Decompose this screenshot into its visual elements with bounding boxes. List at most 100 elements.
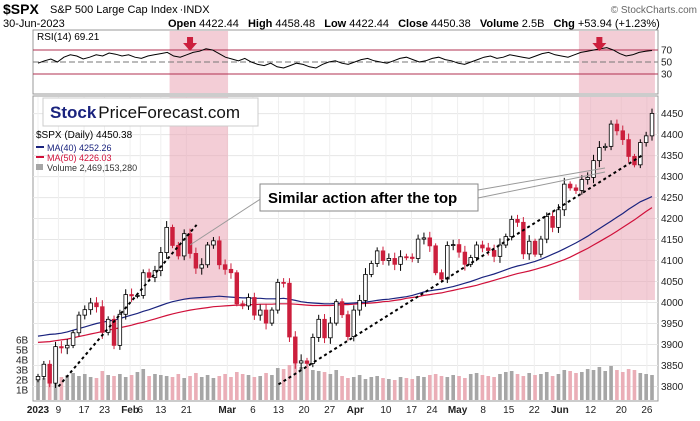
candle-down-body: [187, 233, 193, 254]
candle-up-body: [316, 318, 321, 338]
candle-up-body: [468, 257, 473, 265]
candle-down-body: [433, 245, 438, 274]
candle-up-body: [257, 309, 263, 316]
volume-bar: [433, 374, 438, 400]
candle: [585, 172, 590, 185]
candle: [100, 300, 105, 339]
volume-bar: [644, 374, 648, 400]
volume-bar: [235, 372, 239, 400]
candle-up-body: [88, 302, 93, 311]
volume-bar: [363, 379, 368, 400]
candle-down-body: [380, 250, 386, 261]
watermark: Stock PriceForecast.com: [42, 97, 259, 127]
candle: [603, 143, 608, 151]
time-tick-label: May: [448, 405, 468, 416]
callout-leader-right2: [477, 171, 606, 199]
candle-down-body: [94, 302, 99, 308]
volume-bar: [650, 375, 654, 400]
candle: [649, 108, 655, 141]
time-tick-label: 27: [324, 405, 336, 416]
time-tick-label: 13: [155, 405, 167, 416]
volume-bar: [568, 371, 572, 400]
time-tick-label: 6: [250, 405, 256, 416]
time-tick-label: 26: [641, 405, 653, 416]
candle: [199, 258, 204, 275]
candle: [275, 278, 280, 314]
time-tick-label: 9: [56, 405, 62, 416]
candle-down-body: [427, 237, 433, 247]
legend-volume: Volume 2,469,153,280: [47, 163, 137, 173]
volume-bar: [638, 373, 643, 400]
candle: [35, 373, 41, 383]
volume-bar: [544, 372, 549, 400]
volume-bar: [398, 377, 403, 400]
candle: [310, 333, 316, 368]
candle: [567, 181, 573, 191]
candle-down-body: [304, 360, 310, 364]
candle: [562, 177, 567, 217]
volume-bar: [229, 377, 233, 400]
candle-up-body: [199, 264, 204, 269]
price-tick-label: 4350: [661, 151, 684, 162]
candle: [334, 299, 339, 326]
candle-up-body: [585, 177, 590, 180]
candle-up-body: [269, 309, 275, 324]
candle: [322, 314, 327, 344]
volume-bar: [392, 380, 397, 400]
volume-bar: [620, 372, 625, 400]
candle-up-body: [509, 218, 514, 238]
time-tick-label: 21: [181, 405, 193, 416]
volume-bar: [305, 366, 309, 400]
candle-down-body: [176, 245, 181, 257]
volume-bar: [626, 369, 631, 400]
candle-up-body: [503, 236, 509, 246]
candle: [544, 212, 549, 244]
volume-bar: [451, 375, 455, 400]
candle-up-body: [649, 113, 655, 137]
candle-up-body: [474, 244, 479, 259]
volume-bar: [486, 376, 491, 400]
candle-up-body: [579, 179, 585, 191]
candle-up-body: [363, 274, 368, 301]
candle-up-body: [328, 322, 333, 339]
candle: [211, 237, 216, 249]
candle: [117, 309, 123, 350]
candle: [170, 224, 175, 249]
volume-bar: [264, 373, 268, 400]
volume-bar: [322, 372, 327, 400]
volume-bar: [445, 377, 450, 400]
volume-bar: [182, 378, 187, 400]
candle-up-body: [597, 147, 602, 162]
candle: [316, 314, 321, 342]
callout-text: Similar action after the top: [268, 190, 457, 207]
candle: [263, 303, 269, 330]
time-tick-label: 6: [138, 405, 144, 416]
volume-bar: [381, 378, 385, 400]
candle-up-body: [298, 360, 304, 364]
volume-bar: [515, 374, 520, 400]
candle: [129, 288, 134, 302]
candle-up-body: [445, 245, 450, 280]
candle-down-body: [293, 336, 298, 364]
volume-bar: [498, 374, 502, 400]
time-tick-label: Feb: [121, 405, 139, 416]
price-tick-label: 4400: [661, 130, 684, 141]
volume-bar: [252, 377, 257, 400]
candle: [94, 297, 99, 313]
candle: [374, 247, 380, 268]
candle-up-body: [275, 281, 280, 311]
candle: [281, 278, 286, 288]
candle-up-body: [374, 250, 380, 264]
candle: [626, 133, 631, 163]
candle: [643, 131, 649, 147]
symbol-title: $SPX: [3, 1, 39, 17]
candle-down-body: [404, 256, 409, 259]
callout-leader-left: [189, 197, 263, 246]
candle-up-body: [164, 226, 169, 253]
candle: [497, 238, 503, 263]
copyright: © StockCharts.com: [611, 5, 697, 16]
candle-down-body: [217, 240, 222, 266]
candle-up-body: [369, 263, 374, 275]
volume-bar: [539, 374, 543, 400]
